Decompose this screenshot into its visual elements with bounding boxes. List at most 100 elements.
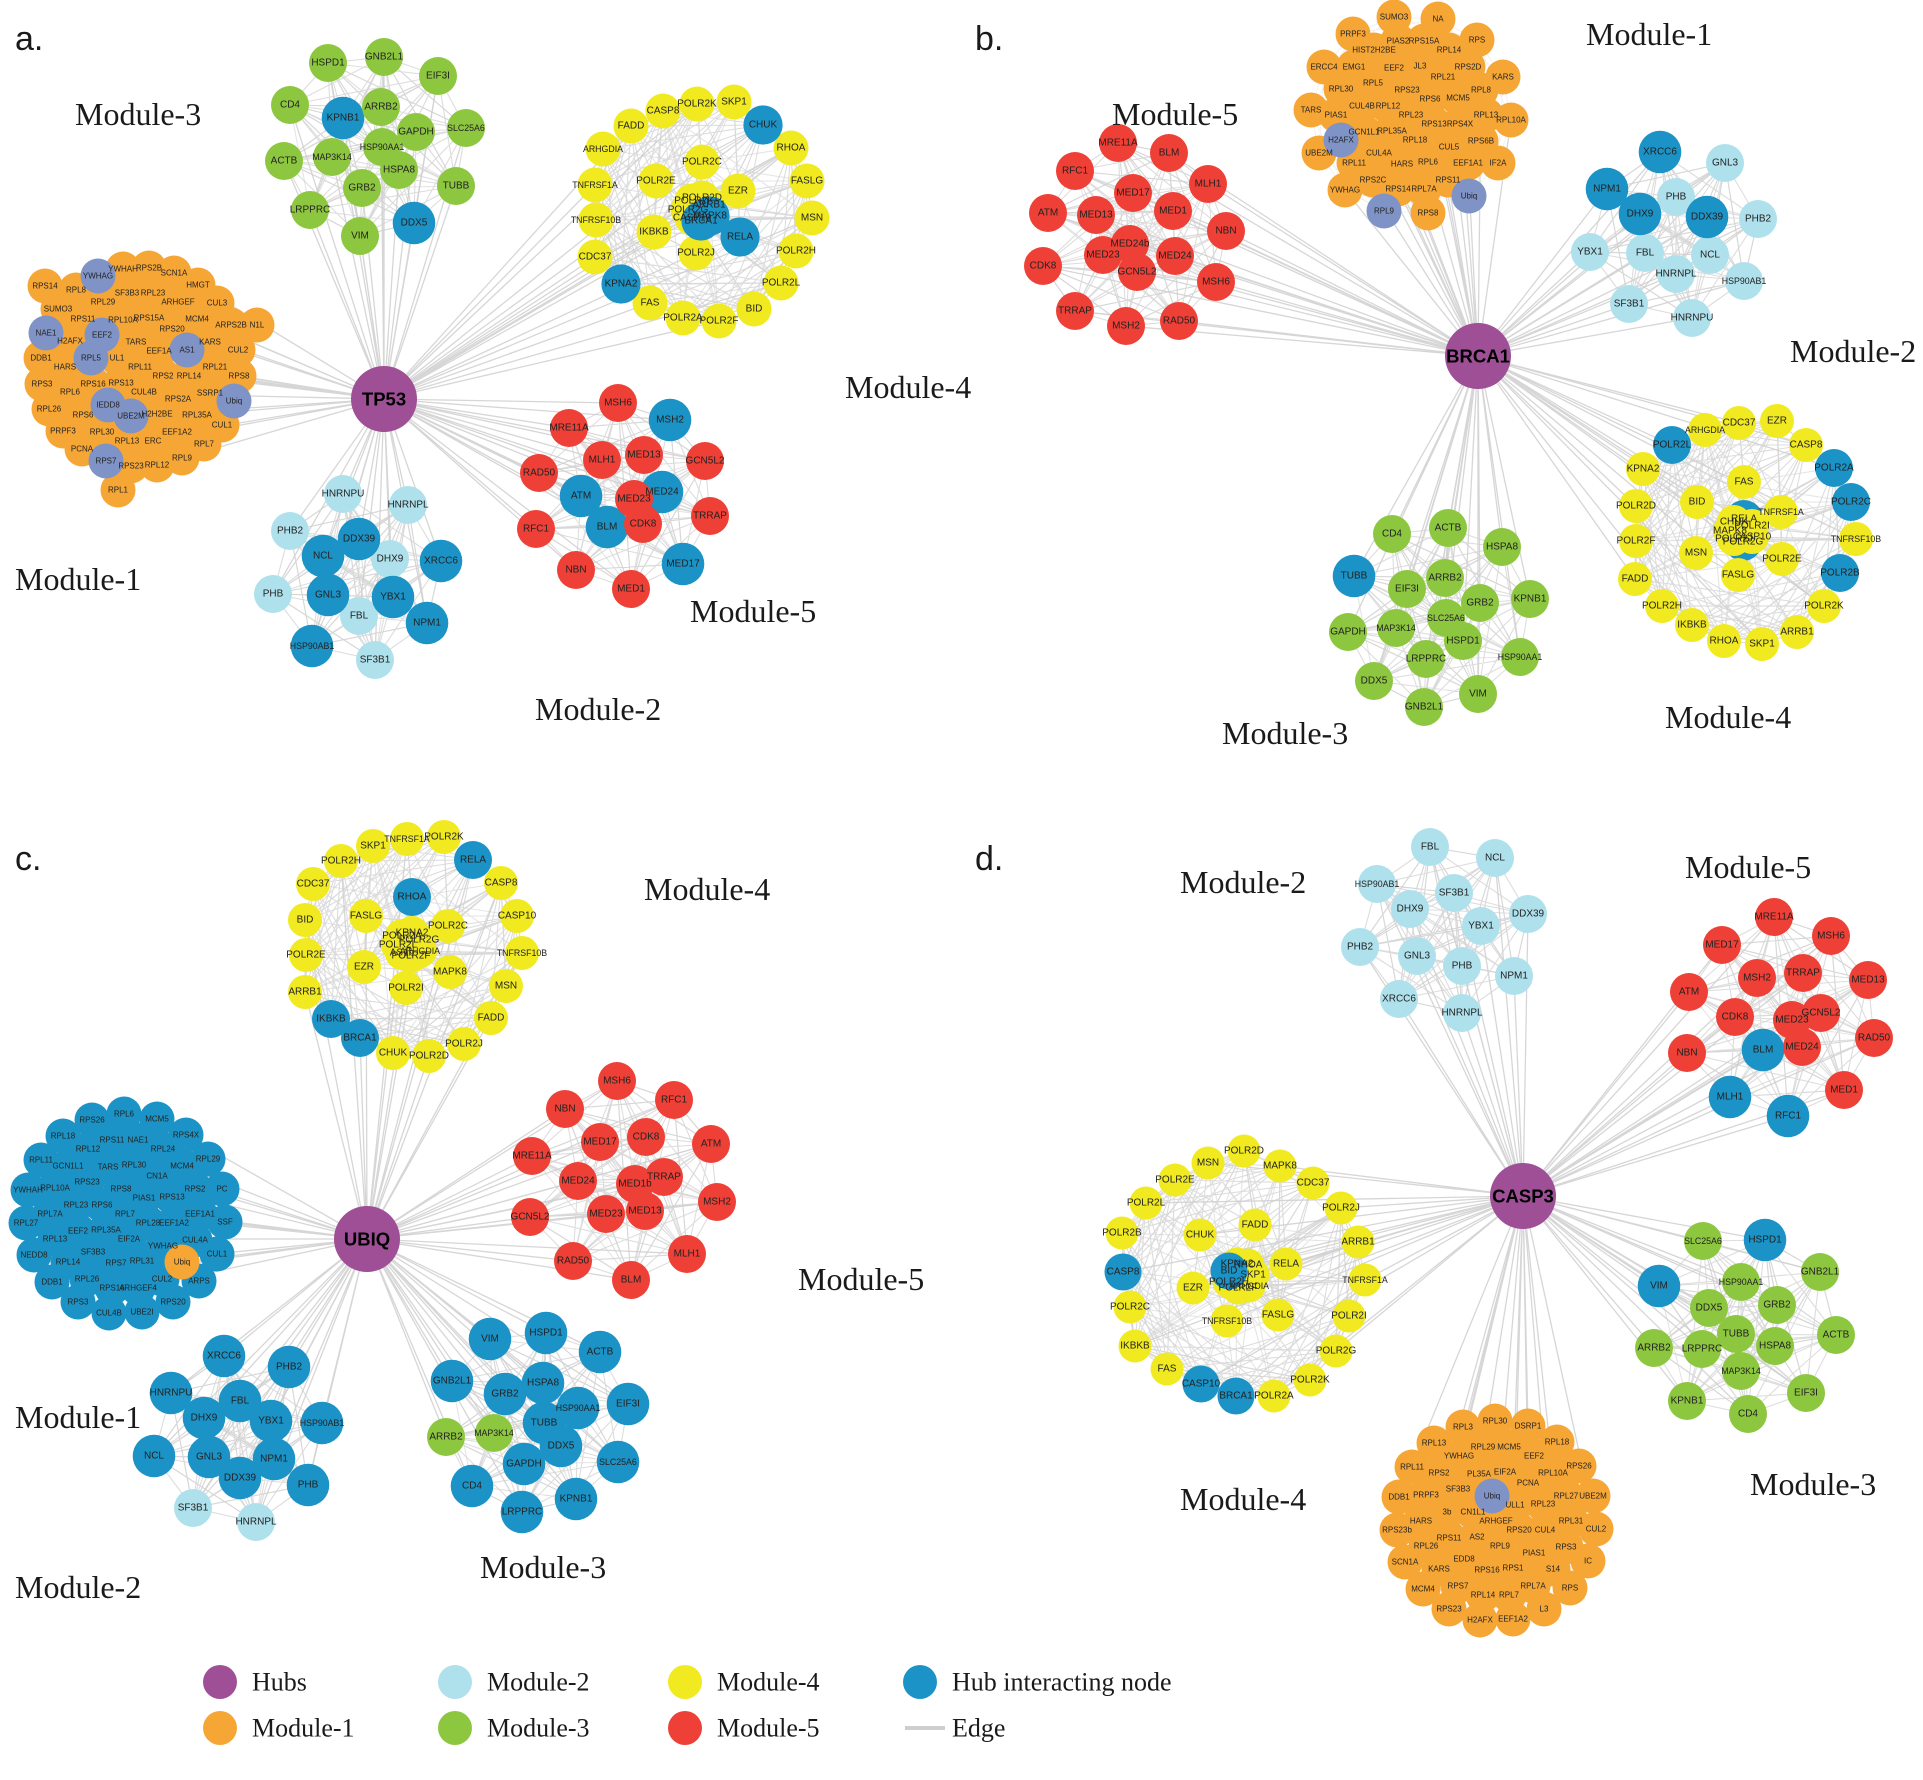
svg-text:RPL29: RPL29 — [91, 298, 116, 307]
svg-text:MED1b: MED1b — [618, 1179, 652, 1190]
svg-text:Module-2: Module-2 — [1180, 864, 1306, 900]
svg-text:YBX1: YBX1 — [380, 592, 406, 603]
svg-text:PIAS2: PIAS2 — [1387, 37, 1410, 46]
svg-text:CD4: CD4 — [1738, 1409, 1758, 1420]
svg-text:KARS: KARS — [1428, 1565, 1450, 1574]
svg-text:TP53: TP53 — [362, 389, 406, 410]
svg-text:RPS15A: RPS15A — [134, 314, 165, 323]
svg-text:XRCC6: XRCC6 — [207, 1351, 241, 1362]
svg-text:XRCC6: XRCC6 — [1643, 147, 1677, 158]
svg-text:RPS2B: RPS2B — [136, 264, 162, 273]
svg-text:MED1: MED1 — [1159, 206, 1187, 217]
svg-text:KARS: KARS — [1492, 73, 1514, 82]
svg-text:MSH2: MSH2 — [1743, 973, 1771, 984]
svg-text:CUL4A: CUL4A — [1366, 149, 1392, 158]
svg-text:RPL30: RPL30 — [1483, 1417, 1508, 1426]
svg-text:RPS7: RPS7 — [1448, 1582, 1469, 1591]
svg-text:RPL13: RPL13 — [1474, 111, 1499, 120]
svg-text:BRCA1: BRCA1 — [1446, 346, 1510, 367]
svg-text:LRPPRC: LRPPRC — [502, 1507, 543, 1518]
svg-text:RPL10A: RPL10A — [1538, 1469, 1568, 1478]
svg-text:H2H2BE: H2H2BE — [141, 410, 172, 419]
svg-text:IC: IC — [1584, 1557, 1592, 1566]
svg-text:MED13: MED13 — [1851, 975, 1885, 986]
svg-text:PRPF3: PRPF3 — [1340, 30, 1366, 39]
svg-text:PIAS1: PIAS1 — [133, 1194, 156, 1203]
svg-text:GRB2: GRB2 — [1466, 598, 1494, 609]
svg-text:CDC37: CDC37 — [579, 252, 612, 263]
svg-text:RPS13: RPS13 — [159, 1193, 185, 1202]
svg-text:POLR2K: POLR2K — [1290, 1375, 1330, 1386]
svg-text:Ubiq: Ubiq — [226, 397, 242, 406]
svg-text:EIF2A: EIF2A — [1494, 1468, 1517, 1477]
svg-text:RPS3: RPS3 — [68, 1298, 89, 1307]
svg-text:MSN: MSN — [1685, 548, 1707, 559]
svg-text:Module-3: Module-3 — [480, 1549, 606, 1585]
svg-text:Ubiq: Ubiq — [174, 1258, 190, 1267]
svg-text:NCL: NCL — [313, 551, 333, 562]
svg-text:HMGT: HMGT — [186, 281, 210, 290]
svg-text:RPS11: RPS11 — [100, 1136, 125, 1145]
svg-text:SKP1: SKP1 — [721, 97, 747, 108]
svg-text:RPS: RPS — [1562, 1584, 1578, 1593]
svg-text:RPS11: RPS11 — [1437, 1534, 1462, 1543]
svg-text:RPL21: RPL21 — [1431, 73, 1456, 82]
svg-text:HNRNPU: HNRNPU — [150, 1388, 193, 1399]
svg-text:SF3B1: SF3B1 — [1614, 299, 1645, 310]
svg-text:RPL30: RPL30 — [122, 1161, 147, 1170]
svg-text:Hubs: Hubs — [252, 1668, 307, 1697]
svg-text:Module-1: Module-1 — [15, 561, 141, 597]
svg-text:POLR2I: POLR2I — [1331, 1311, 1367, 1322]
svg-text:POLR2I: POLR2I — [1734, 521, 1770, 532]
svg-text:NCL: NCL — [1700, 250, 1720, 261]
svg-text:NBN: NBN — [554, 1104, 575, 1115]
svg-text:HSPA8: HSPA8 — [527, 1378, 559, 1389]
svg-text:ARHGEF4: ARHGEF4 — [119, 1284, 157, 1293]
svg-text:POLR2E: POLR2E — [1155, 1175, 1195, 1186]
svg-text:SF3B3: SF3B3 — [1446, 1485, 1471, 1494]
svg-text:MAP3K14: MAP3K14 — [474, 1428, 514, 1438]
svg-text:RPL1: RPL1 — [108, 486, 129, 495]
svg-text:POLR2E: POLR2E — [1762, 554, 1802, 565]
svg-text:UL1: UL1 — [110, 354, 125, 363]
svg-text:PRPF3: PRPF3 — [50, 427, 76, 436]
svg-text:CDK8: CDK8 — [630, 519, 657, 530]
svg-text:RPL14: RPL14 — [1471, 1591, 1496, 1600]
svg-text:YBX1: YBX1 — [1468, 921, 1494, 932]
svg-text:RPL23: RPL23 — [1399, 111, 1424, 120]
svg-text:RPS13: RPS13 — [1421, 120, 1447, 129]
svg-text:RPL8: RPL8 — [66, 286, 87, 295]
svg-text:MCM4: MCM4 — [185, 315, 209, 324]
svg-text:TNFRSF10B: TNFRSF10B — [571, 215, 621, 225]
svg-text:RPS11: RPS11 — [71, 315, 96, 324]
svg-text:RPS13: RPS13 — [108, 379, 134, 388]
svg-text:RPL13: RPL13 — [1422, 1439, 1447, 1448]
svg-text:MSH2: MSH2 — [703, 1197, 731, 1208]
svg-text:ATM: ATM — [701, 1139, 721, 1150]
svg-text:EEF1A2: EEF1A2 — [159, 1219, 189, 1228]
svg-text:SSRP1: SSRP1 — [197, 389, 224, 398]
svg-text:POLR2C: POLR2C — [1110, 1302, 1150, 1313]
svg-text:FASLG: FASLG — [791, 176, 823, 187]
svg-text:RPS23: RPS23 — [1394, 86, 1420, 95]
svg-text:FAS: FAS — [1158, 1364, 1177, 1375]
svg-text:MED13: MED13 — [1079, 210, 1113, 221]
svg-text:NBN: NBN — [565, 565, 586, 576]
svg-text:RPS20: RPS20 — [1506, 1526, 1532, 1535]
svg-text:KPNA2: KPNA2 — [605, 279, 638, 290]
svg-text:POLR2G: POLR2G — [1316, 1346, 1357, 1357]
svg-text:NA: NA — [1432, 15, 1444, 24]
svg-text:RPS14: RPS14 — [32, 282, 58, 291]
svg-text:Module-5: Module-5 — [717, 1714, 820, 1743]
svg-text:GNB2L1: GNB2L1 — [1801, 1267, 1840, 1278]
svg-text:IKBKB: IKBKB — [1120, 1341, 1150, 1352]
svg-text:SKP1: SKP1 — [360, 841, 386, 852]
svg-text:TARS: TARS — [98, 1163, 119, 1172]
svg-text:NAE1: NAE1 — [128, 1136, 149, 1145]
svg-text:PHB: PHB — [1666, 192, 1687, 203]
svg-text:MCM4: MCM4 — [1411, 1585, 1435, 1594]
svg-text:Hub interacting node: Hub interacting node — [952, 1668, 1172, 1697]
svg-text:FBL: FBL — [231, 1396, 250, 1407]
svg-text:Module-3: Module-3 — [1222, 715, 1348, 751]
svg-text:POLR2F: POLR2F — [700, 316, 739, 327]
